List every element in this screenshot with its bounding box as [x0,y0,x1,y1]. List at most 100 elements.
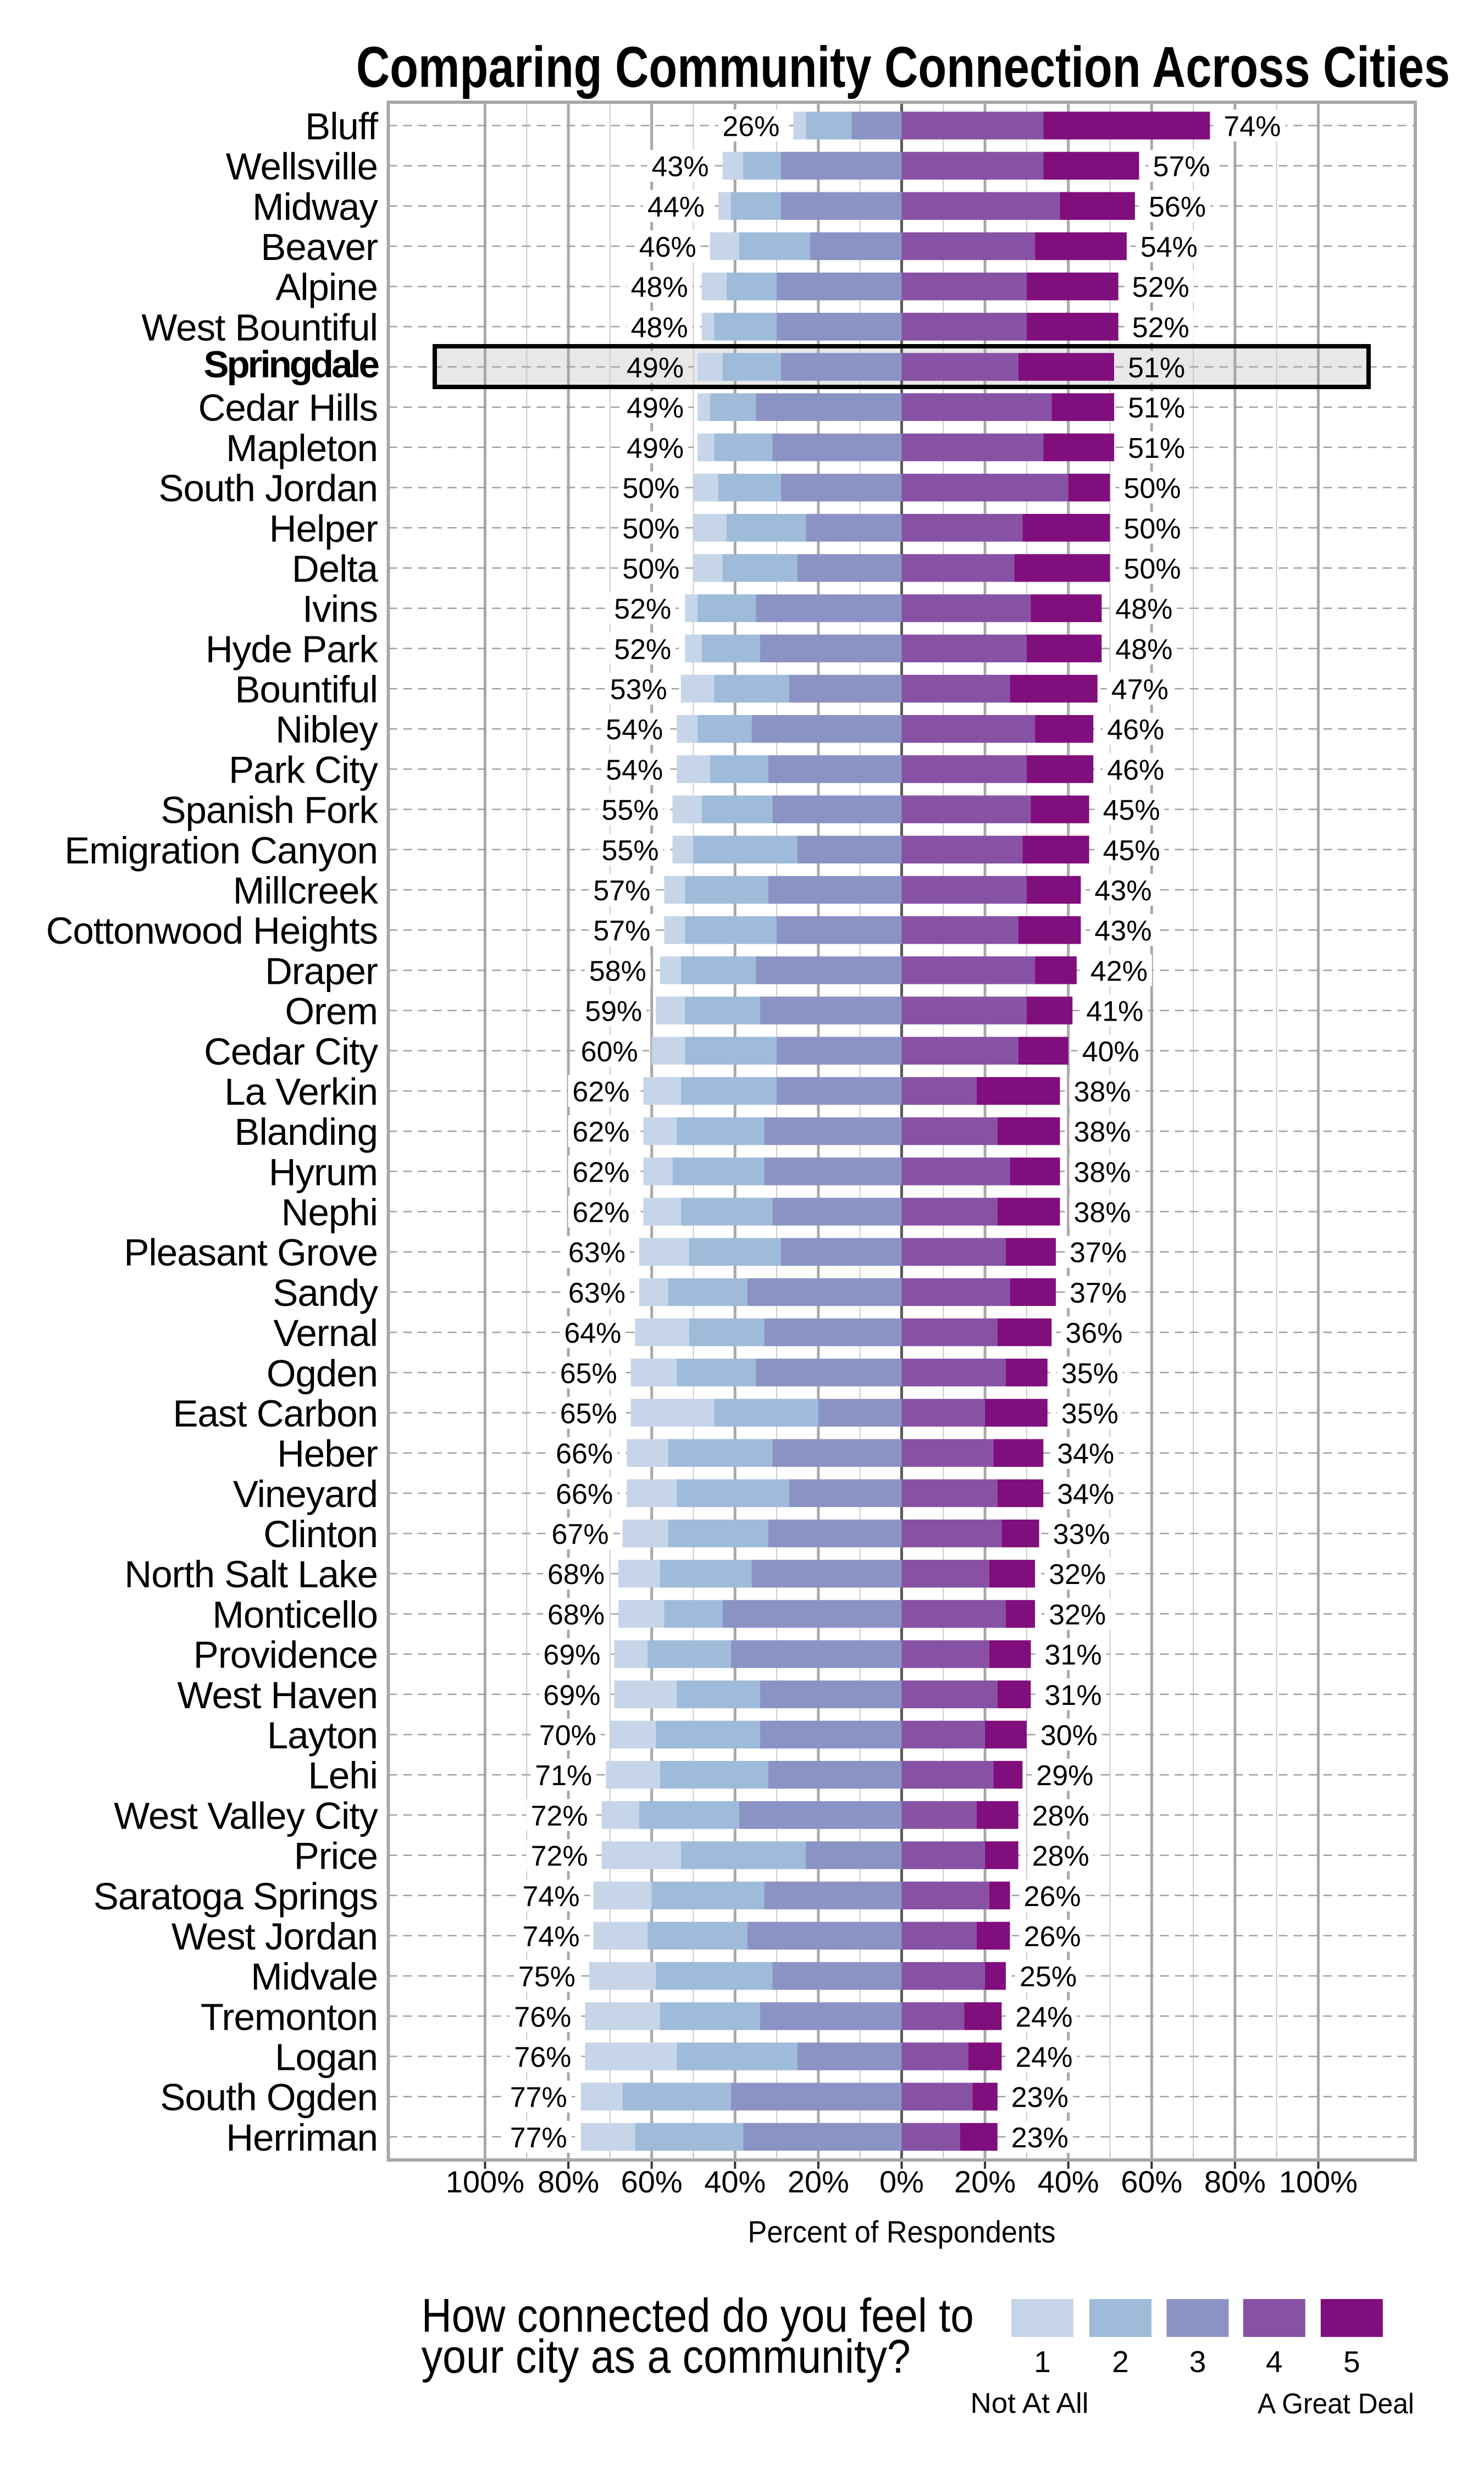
svg-text:Lehi: Lehi [308,1754,378,1797]
svg-text:4: 4 [1266,2345,1283,2379]
svg-text:59%: 59% [585,996,642,1028]
svg-text:38%: 38% [1074,1197,1131,1229]
svg-text:Alpine: Alpine [275,266,378,308]
svg-text:32%: 32% [1049,1559,1106,1591]
svg-text:Percent of Respondents: Percent of Respondents [748,2214,1056,2249]
svg-text:your city as a community?: your city as a community? [422,2330,911,2383]
svg-text:48%: 48% [1115,594,1172,625]
svg-text:74%: 74% [1223,110,1281,142]
svg-text:50%: 50% [622,513,679,545]
svg-text:20%: 20% [954,2164,1016,2199]
svg-text:Saratoga Springs: Saratoga Springs [93,1875,378,1918]
svg-text:65%: 65% [560,1398,617,1430]
svg-text:36%: 36% [1065,1317,1122,1349]
svg-text:42%: 42% [1090,955,1148,987]
svg-text:5: 5 [1343,2345,1360,2379]
svg-text:North Salt Lake: North Salt Lake [124,1553,378,1596]
svg-text:Pleasant Grove: Pleasant Grove [124,1232,378,1274]
svg-text:Heber: Heber [277,1433,378,1475]
svg-text:57%: 57% [593,915,650,947]
svg-text:45%: 45% [1103,835,1160,867]
svg-text:32%: 32% [1049,1599,1106,1631]
svg-text:80%: 80% [1204,2164,1266,2199]
svg-text:53%: 53% [610,674,667,706]
svg-text:Logan: Logan [275,2036,378,2079]
svg-text:Providence: Providence [193,1634,378,1676]
svg-text:76%: 76% [514,2001,571,2033]
svg-text:55%: 55% [602,795,659,827]
svg-text:38%: 38% [1074,1076,1131,1108]
svg-text:54%: 54% [606,754,663,786]
svg-text:Blanding: Blanding [234,1111,378,1153]
svg-text:38%: 38% [1074,1116,1131,1148]
svg-text:44%: 44% [647,191,705,223]
svg-text:23%: 23% [1011,2122,1068,2154]
svg-text:68%: 68% [547,1599,605,1631]
svg-text:60%: 60% [1121,2164,1182,2199]
svg-text:51%: 51% [1128,352,1185,384]
svg-text:Sandy: Sandy [273,1272,378,1314]
svg-text:37%: 37% [1070,1277,1127,1309]
svg-text:47%: 47% [1111,674,1169,706]
svg-text:68%: 68% [547,1559,605,1591]
svg-text:Bluff: Bluff [305,105,379,147]
svg-text:55%: 55% [602,835,659,867]
svg-text:62%: 62% [572,1156,629,1188]
svg-text:31%: 31% [1045,1639,1102,1671]
svg-text:57%: 57% [593,875,650,907]
svg-text:South Jordan: South Jordan [159,467,378,509]
svg-text:46%: 46% [1107,714,1164,746]
svg-text:56%: 56% [1149,191,1206,223]
svg-text:La Verkin: La Verkin [224,1071,378,1113]
svg-text:57%: 57% [1153,151,1210,183]
svg-text:46%: 46% [1107,754,1164,786]
svg-text:65%: 65% [560,1358,617,1389]
svg-text:69%: 69% [543,1639,600,1671]
svg-text:26%: 26% [1024,1881,1081,1913]
svg-text:50%: 50% [622,553,679,585]
svg-text:40%: 40% [704,2164,766,2199]
svg-text:West Haven: West Haven [177,1674,378,1716]
svg-text:31%: 31% [1045,1680,1102,1711]
svg-text:75%: 75% [518,1961,575,1993]
svg-text:Hyde Park: Hyde Park [206,628,379,671]
svg-text:50%: 50% [1124,513,1181,545]
svg-text:Monticello: Monticello [212,1593,378,1636]
svg-text:60%: 60% [621,2164,683,2199]
svg-text:West Jordan: West Jordan [171,1915,378,1958]
svg-text:50%: 50% [1124,473,1181,505]
svg-text:34%: 34% [1057,1438,1114,1470]
svg-text:Delta: Delta [292,548,379,590]
svg-text:37%: 37% [1070,1237,1127,1269]
svg-text:Springdale: Springdale [203,344,379,386]
svg-text:Mapleton: Mapleton [226,427,378,469]
svg-text:43%: 43% [1094,915,1151,947]
svg-text:23%: 23% [1011,2082,1068,2114]
svg-text:52%: 52% [614,634,671,666]
svg-text:54%: 54% [1140,231,1198,263]
svg-text:Helper: Helper [269,507,378,550]
svg-text:West Bountiful: West Bountiful [141,306,378,348]
svg-text:How connected do you feel to: How connected do you feel to [422,2290,974,2342]
svg-text:Bountiful: Bountiful [235,668,378,711]
svg-text:Orem: Orem [285,990,378,1033]
svg-text:74%: 74% [523,1921,580,1953]
svg-text:Hyrum: Hyrum [269,1151,378,1193]
svg-text:46%: 46% [639,231,696,263]
svg-text:63%: 63% [568,1237,625,1269]
svg-text:26%: 26% [722,110,779,142]
svg-text:Wellsville: Wellsville [226,146,378,188]
svg-text:43%: 43% [652,151,709,183]
svg-text:33%: 33% [1053,1519,1110,1550]
svg-text:Millcreek: Millcreek [233,869,379,912]
svg-text:2: 2 [1112,2345,1129,2379]
svg-text:67%: 67% [552,1519,609,1550]
svg-text:34%: 34% [1057,1478,1114,1510]
svg-text:Cedar City: Cedar City [204,1031,378,1073]
svg-text:Spanish Fork: Spanish Fork [160,789,378,832]
svg-text:Comparing Community Connection: Comparing Community Connection Across Ci… [356,35,1450,99]
svg-text:Nephi: Nephi [281,1192,378,1234]
svg-text:100%: 100% [1279,2164,1358,2199]
svg-text:74%: 74% [523,1881,580,1913]
svg-text:63%: 63% [568,1277,625,1309]
